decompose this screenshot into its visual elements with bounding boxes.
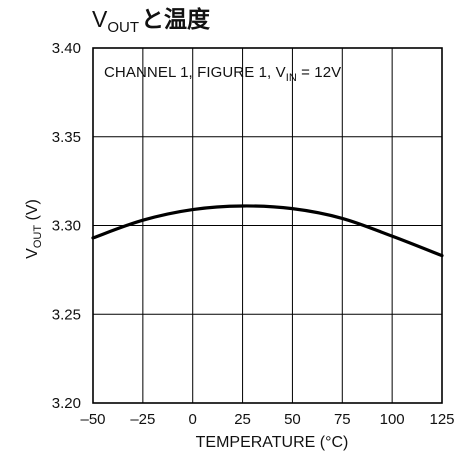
y-tick-label: 3.20	[52, 395, 81, 412]
x-tick-label: –25	[130, 411, 155, 428]
y-tick-label: 3.25	[52, 306, 81, 323]
y-tick-label: 3.30	[52, 218, 81, 235]
x-tick-label: 125	[429, 411, 454, 428]
x-tick-label: –50	[80, 411, 105, 428]
y-tick-label: 3.35	[52, 129, 81, 146]
x-tick-label: 25	[234, 411, 251, 428]
x-tick-label: 0	[189, 411, 197, 428]
x-tick-label: 50	[284, 411, 301, 428]
x-tick-label: 100	[380, 411, 405, 428]
x-tick-label: 75	[334, 411, 351, 428]
y-tick-label: 3.40	[52, 40, 81, 57]
vout-series-line	[93, 206, 442, 256]
